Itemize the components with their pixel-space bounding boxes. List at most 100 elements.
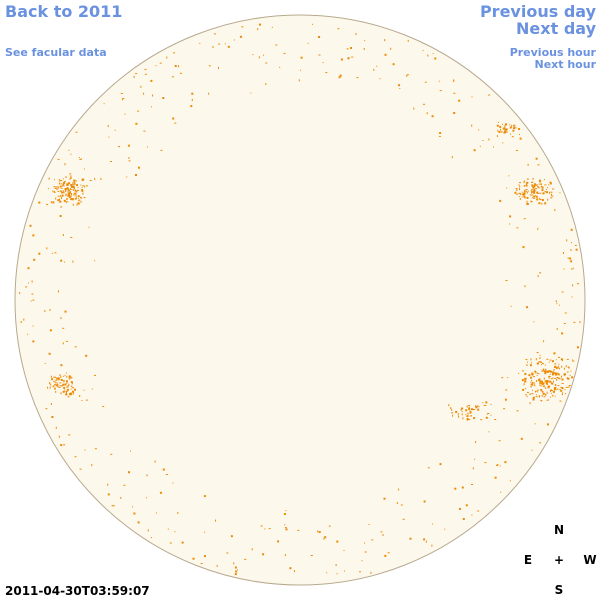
facula bbox=[496, 464, 499, 466]
facula bbox=[533, 382, 536, 384]
facula bbox=[579, 321, 581, 324]
facula bbox=[501, 377, 504, 379]
facula bbox=[66, 198, 68, 199]
facula bbox=[566, 371, 569, 373]
facula bbox=[63, 181, 66, 183]
facula bbox=[66, 381, 68, 383]
next-day-link[interactable]: Next day bbox=[516, 19, 597, 38]
facula bbox=[554, 209, 556, 212]
facula bbox=[548, 399, 549, 401]
facula bbox=[467, 412, 469, 415]
facula bbox=[458, 415, 460, 418]
facula bbox=[532, 398, 535, 401]
facula bbox=[530, 190, 532, 192]
facula bbox=[490, 403, 492, 405]
facula bbox=[63, 444, 66, 446]
facula bbox=[178, 65, 179, 68]
facula bbox=[523, 181, 526, 183]
facula bbox=[540, 183, 542, 186]
facula bbox=[135, 73, 138, 75]
facula bbox=[268, 528, 271, 530]
facula bbox=[57, 385, 59, 388]
facula bbox=[54, 191, 55, 193]
facula bbox=[84, 449, 86, 451]
facula bbox=[557, 385, 560, 387]
facula bbox=[556, 367, 559, 369]
facula bbox=[551, 195, 554, 197]
facula bbox=[527, 163, 529, 166]
facula bbox=[83, 389, 85, 391]
facula bbox=[318, 531, 321, 533]
facula bbox=[472, 467, 474, 470]
facula bbox=[77, 195, 80, 198]
facula bbox=[257, 28, 259, 31]
facula bbox=[524, 189, 526, 192]
facula bbox=[506, 131, 508, 133]
facula bbox=[509, 223, 510, 225]
facula bbox=[58, 290, 59, 293]
back-link[interactable]: Back to 2011 bbox=[5, 2, 122, 21]
facula bbox=[535, 391, 536, 393]
previous-day-link[interactable]: Previous day bbox=[480, 2, 597, 21]
facula bbox=[573, 267, 574, 269]
facula bbox=[55, 390, 57, 393]
facula bbox=[524, 285, 526, 288]
facula bbox=[67, 194, 69, 197]
facula bbox=[444, 528, 446, 530]
facula bbox=[70, 386, 72, 387]
facula bbox=[567, 377, 570, 380]
facula bbox=[544, 386, 546, 388]
facula bbox=[552, 188, 555, 190]
facula bbox=[71, 193, 72, 195]
compass-north: N bbox=[554, 523, 564, 537]
facula bbox=[74, 456, 77, 458]
facula bbox=[568, 385, 571, 386]
facula bbox=[173, 52, 176, 54]
facula bbox=[533, 190, 536, 193]
facular-link[interactable]: See facular data bbox=[5, 46, 107, 59]
facula bbox=[208, 65, 211, 67]
facula bbox=[283, 513, 286, 515]
facula bbox=[167, 528, 169, 530]
facula bbox=[135, 174, 137, 176]
facula bbox=[65, 393, 68, 395]
facula bbox=[74, 190, 77, 192]
facula bbox=[262, 553, 265, 556]
facula bbox=[554, 365, 557, 368]
facula bbox=[531, 181, 534, 183]
previous-hour-link[interactable]: Previous hour bbox=[510, 46, 597, 59]
facula bbox=[549, 373, 551, 375]
facula bbox=[71, 385, 73, 387]
facula bbox=[252, 54, 254, 56]
facula bbox=[484, 462, 487, 464]
facula bbox=[548, 184, 550, 186]
facula bbox=[57, 384, 59, 385]
facula bbox=[52, 386, 55, 388]
facula bbox=[531, 372, 534, 375]
facula bbox=[459, 507, 461, 510]
facula bbox=[514, 127, 517, 129]
facula bbox=[526, 364, 528, 367]
facula bbox=[538, 379, 541, 381]
facular-spots bbox=[19, 23, 581, 576]
facula bbox=[522, 388, 525, 391]
facula bbox=[534, 190, 536, 192]
facula bbox=[62, 342, 64, 345]
facula bbox=[53, 186, 56, 188]
facula bbox=[485, 405, 487, 406]
facula bbox=[474, 458, 476, 460]
facula bbox=[531, 191, 533, 193]
facula bbox=[73, 188, 75, 191]
facula bbox=[539, 197, 541, 200]
next-hour-link[interactable]: Next hour bbox=[535, 58, 597, 71]
facula bbox=[298, 79, 300, 82]
facula bbox=[519, 182, 521, 184]
facula bbox=[480, 419, 483, 421]
facula bbox=[533, 191, 536, 194]
facula bbox=[468, 407, 471, 410]
facula bbox=[25, 286, 28, 288]
facula bbox=[556, 388, 558, 390]
facula bbox=[560, 389, 563, 392]
facula bbox=[120, 496, 122, 499]
facula bbox=[47, 188, 49, 190]
